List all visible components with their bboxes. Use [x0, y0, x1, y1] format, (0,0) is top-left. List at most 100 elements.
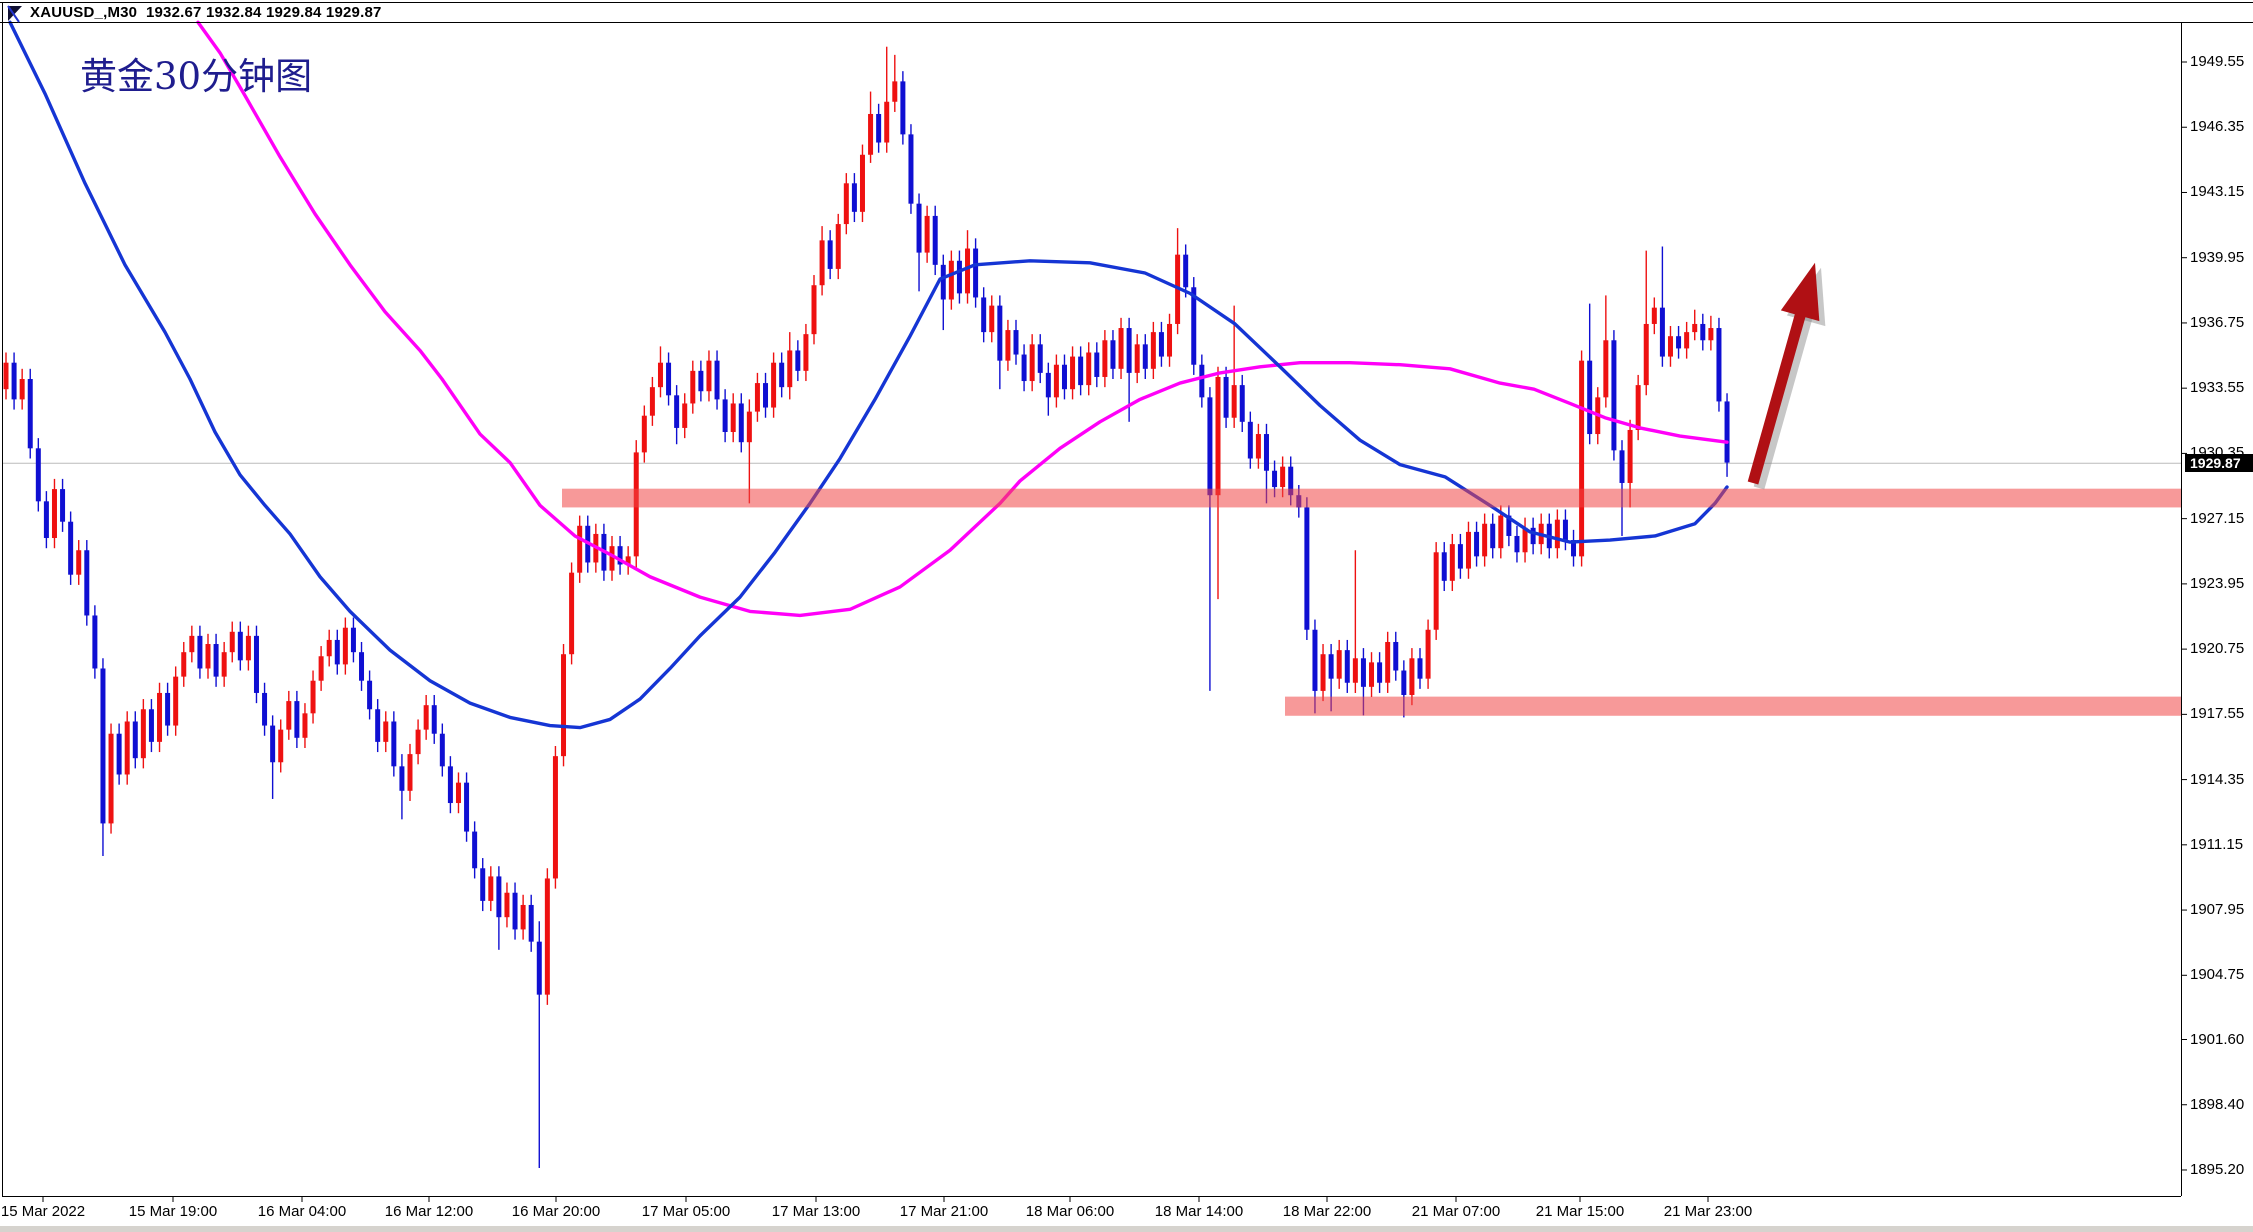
candle-body: [1360, 658, 1366, 687]
candle-body: [1312, 629, 1318, 691]
candle-body: [1215, 376, 1221, 496]
candle-body: [965, 248, 971, 294]
chart-symbol-pennant-icon[interactable]: [7, 5, 25, 23]
candle-body: [1603, 340, 1609, 398]
ma-slow-magenta: [196, 20, 1729, 618]
price-tick-label: 1920.75: [2190, 640, 2245, 658]
candle-body: [173, 676, 179, 726]
candle-body: [455, 782, 461, 804]
candle-body: [1659, 307, 1665, 357]
candle-body: [1126, 328, 1132, 373]
candle-body: [488, 876, 494, 901]
candle-body: [1070, 356, 1076, 390]
candle-body: [512, 892, 518, 930]
candle-body: [157, 692, 163, 742]
candle-body: [1352, 658, 1358, 683]
candle-body: [286, 701, 292, 730]
candle-body: [51, 489, 57, 539]
candle-body: [302, 713, 308, 738]
candle-body: [1667, 336, 1673, 357]
candle-body: [262, 692, 268, 726]
candle-body: [447, 766, 453, 804]
time-tick-label: 21 Mar 07:00: [1411, 1203, 1501, 1220]
candle-body: [1425, 629, 1431, 679]
candle-body: [205, 644, 211, 669]
current-price-badge: 1929.87: [2185, 454, 2253, 473]
candle-body: [1562, 519, 1568, 541]
time-tick-label: 18 Mar 14:00: [1154, 1203, 1244, 1220]
candle-body: [1037, 344, 1043, 373]
candle-body: [835, 224, 841, 269]
candle-body: [1554, 519, 1560, 549]
candle-body: [383, 721, 389, 742]
candle-body: [1029, 344, 1035, 382]
candle-body: [1684, 332, 1690, 349]
candle-body: [294, 701, 300, 738]
candle-body: [43, 501, 49, 539]
candle-body: [1587, 360, 1593, 435]
candle-body: [1433, 552, 1439, 630]
candle-body: [116, 733, 122, 775]
candle-body: [1263, 434, 1269, 471]
candle-body: [698, 370, 704, 392]
candle-body: [1482, 523, 1488, 557]
price-tick-label: 1904.75: [2190, 966, 2245, 984]
candle-body: [997, 305, 1003, 361]
candle-body: [431, 705, 437, 734]
candle-body: [11, 362, 17, 400]
candle-body: [787, 350, 793, 388]
candle-body: [504, 892, 510, 918]
candle-body: [827, 240, 833, 269]
candle-body: [1061, 364, 1067, 390]
candle-body: [108, 733, 114, 824]
chart-annotation-title: 黄金30分钟图: [80, 55, 313, 98]
candle-body: [1223, 376, 1229, 418]
candle-body: [1021, 354, 1027, 382]
candle-body: [189, 635, 195, 653]
price-tick-label: 1917.55: [2190, 705, 2245, 723]
time-tick-label: 18 Mar 06:00: [1025, 1203, 1115, 1220]
candle-body: [908, 134, 914, 204]
candle-body: [1078, 356, 1084, 386]
candle-body: [1110, 340, 1116, 369]
candle-body: [27, 379, 33, 449]
candle-body: [552, 756, 558, 879]
candle-body: [367, 680, 373, 710]
time-tick-label: 15 Mar 2022: [0, 1203, 86, 1220]
candle-body: [213, 644, 219, 677]
candle-body: [1700, 323, 1706, 341]
candle-body: [1167, 323, 1173, 357]
candle-body: [76, 550, 82, 575]
candle-body: [730, 403, 736, 433]
candle-body: [795, 350, 801, 371]
candle-body: [1716, 328, 1722, 402]
candle-body: [528, 904, 534, 942]
candle-body: [940, 264, 946, 300]
candle-body: [1158, 332, 1164, 357]
candle-body: [569, 572, 575, 655]
candle-body: [423, 705, 429, 730]
ohlc-quote-bar: XAUUSD_,M30 1932.67 1932.84 1929.84 1929…: [30, 4, 382, 21]
candle-body: [706, 360, 712, 392]
candle-body: [310, 680, 316, 714]
candle-body: [1643, 323, 1649, 386]
price-tick-label: 1911.15: [2190, 835, 2244, 853]
price-tick-label: 1901.60: [2190, 1030, 2245, 1048]
candle-body: [1207, 397, 1213, 496]
candle-body: [657, 362, 663, 388]
candle-body: [318, 656, 324, 681]
candle-body: [1142, 344, 1148, 369]
candle-body: [811, 285, 817, 335]
candle-body: [674, 395, 680, 428]
candle-body: [132, 721, 138, 759]
time-tick-label: 21 Mar 23:00: [1663, 1203, 1753, 1220]
price-tick-label: 1895.20: [2190, 1160, 2245, 1178]
candle-body: [1191, 287, 1197, 365]
candle-body: [1094, 352, 1100, 377]
candle-body: [1045, 372, 1051, 398]
candle-body: [876, 113, 882, 143]
price-tick-label: 1943.15: [2190, 183, 2245, 201]
candle-body: [270, 725, 276, 763]
candle-body: [100, 668, 106, 824]
